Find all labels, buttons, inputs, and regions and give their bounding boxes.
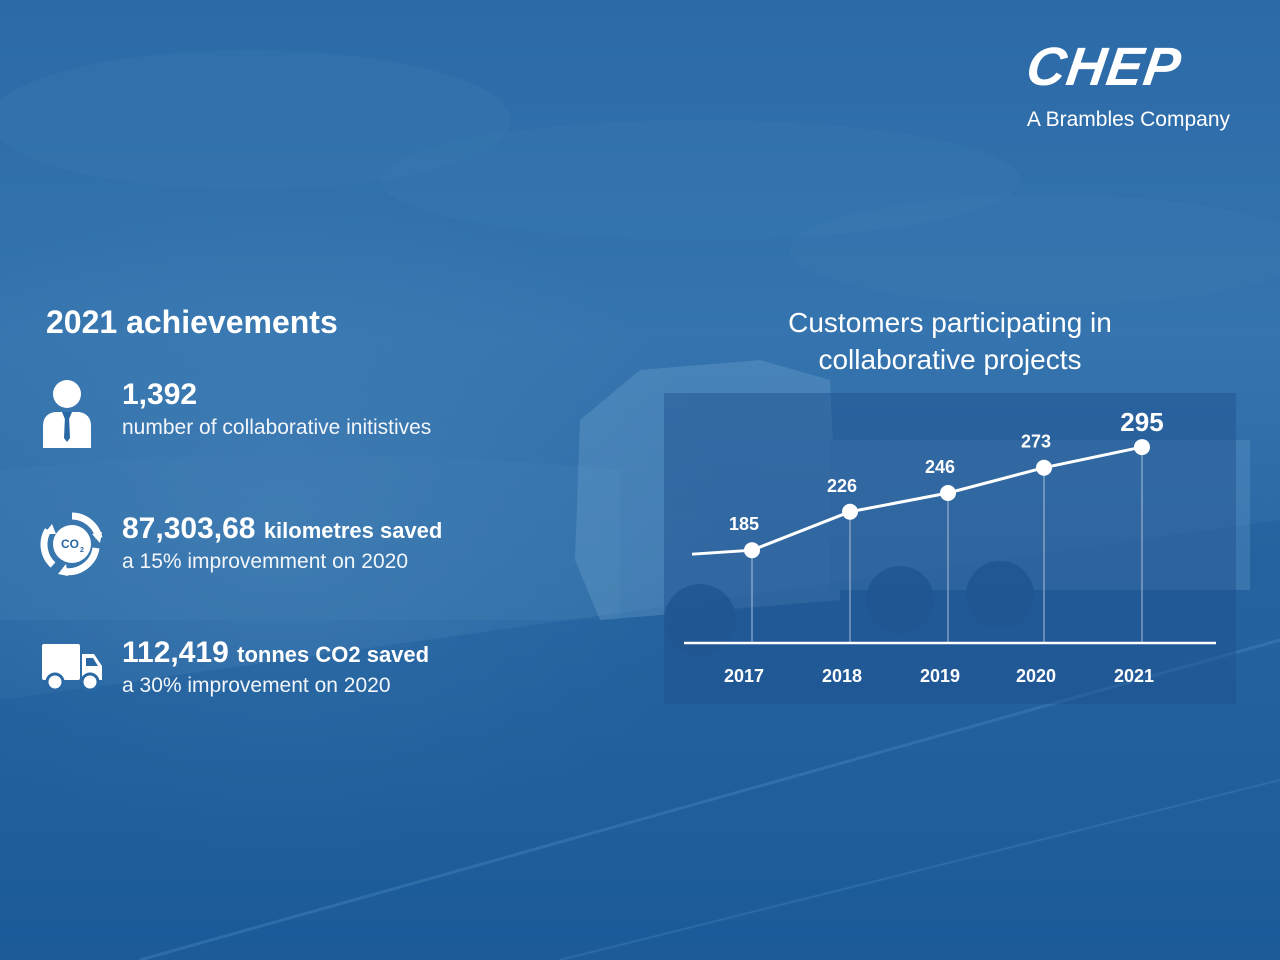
data-label: 295 [1120,407,1163,437]
stat-value: 87,303,68 kilometres saved [122,512,442,546]
stat-number: 1,392 [122,378,198,411]
chart-title: Customers participating in collaborative… [700,304,1200,378]
stat-number: 112,419 [122,636,229,669]
stat-value: 112,419 tonnes CO2 saved [122,636,429,670]
stat-number: 87,303,68 [122,512,256,545]
chart-title-line-2: collaborative projects [818,344,1082,375]
x-tick-label: 2021 [1114,666,1154,686]
svg-text:CO: CO [61,537,79,551]
data-point [842,503,858,520]
x-tick-label: 2019 [920,666,960,686]
x-tick-label: 2020 [1016,666,1056,686]
stat-kilometres: CO 2 87,303,68 kilometres saved a 15% im… [40,512,560,592]
person-icon [43,380,91,448]
x-tick-label: 2017 [724,666,764,686]
data-label: 185 [729,514,759,534]
stat-unit: tonnes CO2 saved [237,642,430,667]
x-tick-label: 2018 [822,666,862,686]
stat-unit: kilometres saved [263,518,443,543]
stat-co2: 112,419 tonnes CO2 saved a 30% improveme… [40,636,560,716]
stat-description: number of collaborative initistives [122,416,432,439]
data-label: 246 [925,457,955,477]
line-chart: 185 2017 226 2018 246 2019 273 2020 295 2021 [684,407,1216,686]
stat-description: a 30% improvement on 2020 [122,674,391,697]
co2-recycle-icon: CO 2 [40,512,103,576]
data-point [744,542,760,559]
stat-description: a 15% improvemment on 2020 [122,550,408,573]
data-label: 226 [827,476,857,496]
data-point [940,485,956,501]
chart-panel: 185 2017 226 2018 246 2019 273 2020 295 2021 [664,393,1236,704]
chep-logo: CHEP A Brambles Company [1023,37,1230,132]
data-point [1036,459,1052,476]
truck-icon [42,644,102,692]
logo-wordmark: CHEP [1022,37,1186,97]
logo-tagline: A Brambles Company [1026,108,1230,131]
chart-title-line-1: Customers participating in [788,307,1112,338]
data-label: 273 [1021,432,1051,452]
achievements-title: 2021 achievements [46,304,338,340]
svg-text:2: 2 [80,547,84,554]
data-point [1134,439,1150,456]
stat-initiatives: 1,392 number of collaborative initistive… [40,378,560,458]
stat-value: 1,392 [122,378,197,412]
series-line [691,445,1143,556]
